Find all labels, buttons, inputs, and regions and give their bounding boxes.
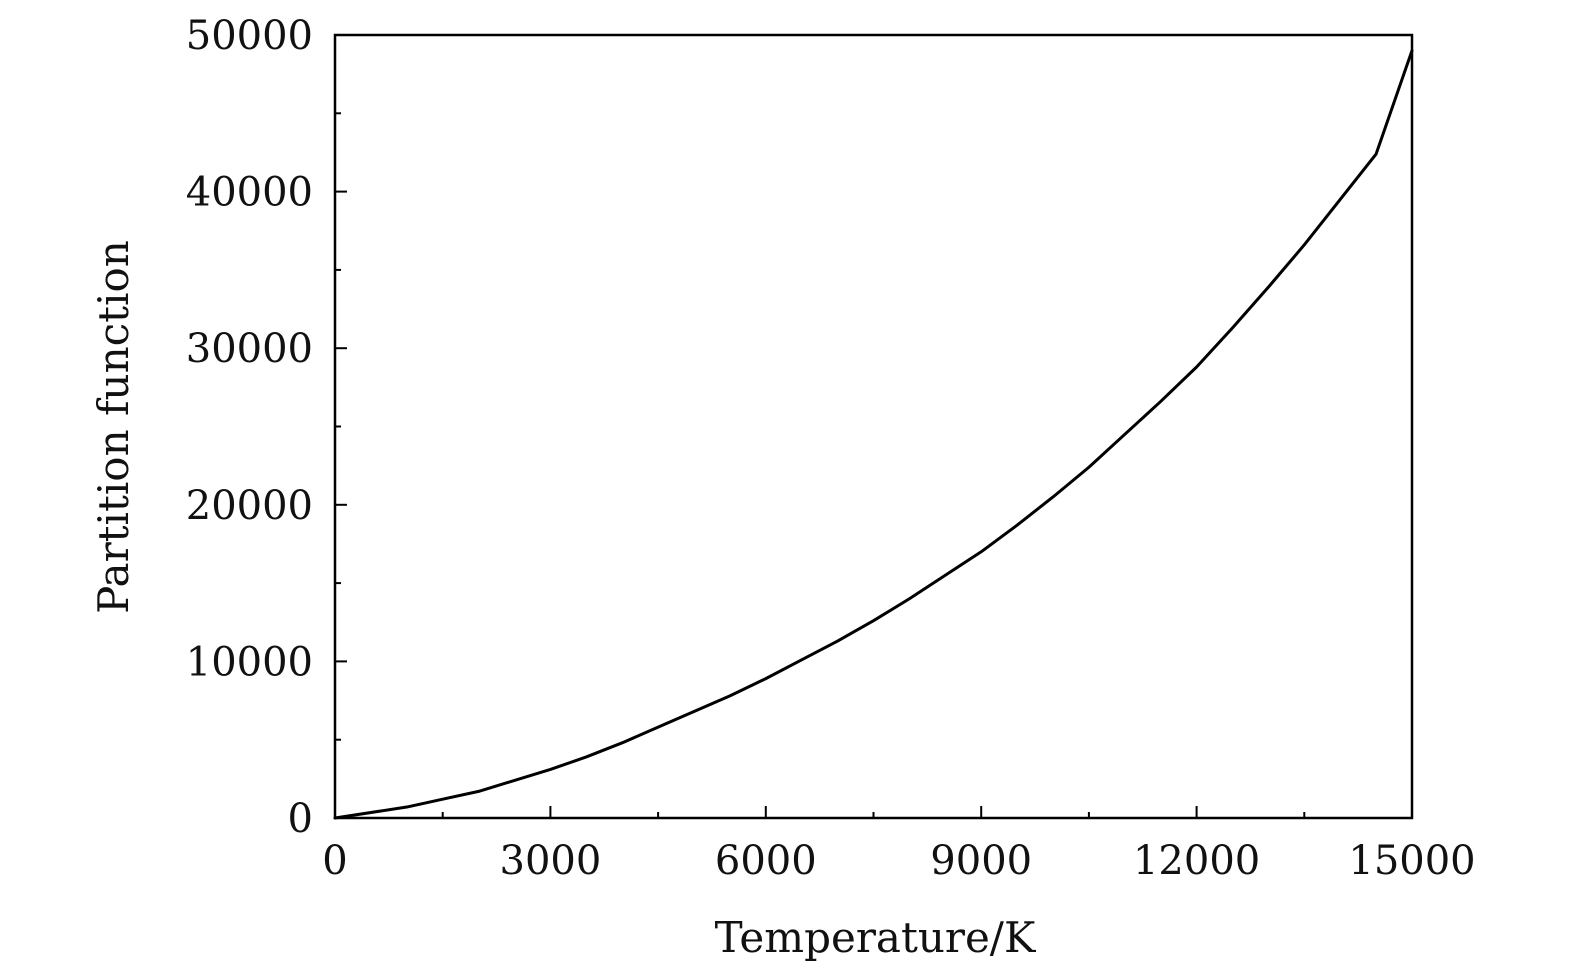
plot-frame	[333, 33, 1414, 820]
series-layer	[333, 49, 1414, 820]
x-tick-label: 6000	[715, 838, 817, 884]
x-tick-label: 3000	[500, 838, 602, 884]
y-tick-label: 30000	[186, 326, 313, 372]
y-tick-label: 50000	[186, 13, 313, 59]
x-tick-label: 12000	[1133, 838, 1260, 884]
x-axis-label: Temperature/K	[715, 913, 1037, 962]
x-tick-label: 9000	[930, 838, 1032, 884]
tick-labels: 0 3000 6000 9000 12000 15000 0 10000 20000 30000 4…	[186, 13, 1476, 884]
tick-marks	[334, 34, 1413, 819]
axes-frame	[333, 33, 1414, 820]
series-line-0	[333, 49, 1414, 820]
y-tick-label: 20000	[186, 483, 313, 529]
x-tick-label: 15000	[1348, 838, 1475, 884]
y-tick-label: 0	[288, 796, 313, 842]
y-tick-label: 10000	[186, 639, 313, 685]
y-axis-label: Partition function	[89, 240, 138, 614]
x-tick-label: 0	[322, 838, 347, 884]
y-tick-label: 40000	[186, 170, 313, 216]
